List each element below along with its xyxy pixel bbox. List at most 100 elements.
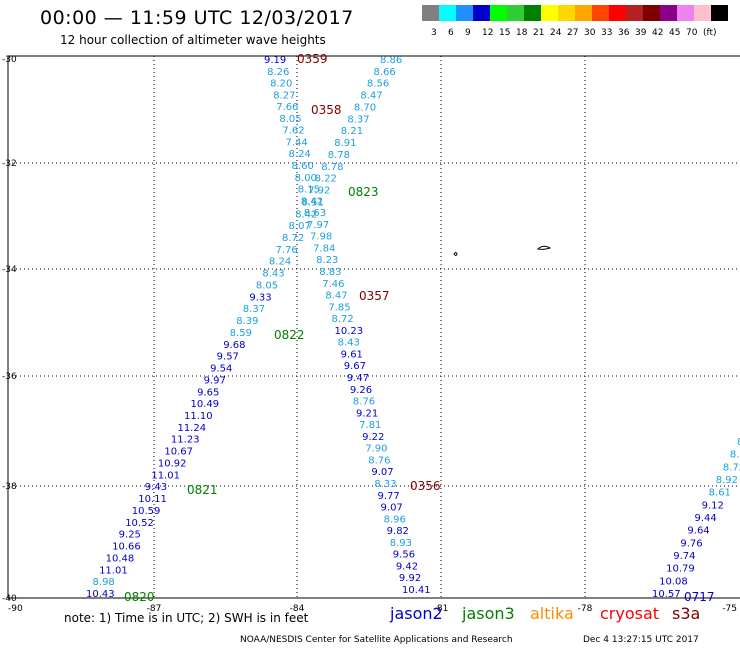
legend-label: 42 xyxy=(652,28,664,38)
lat-tick-label: -38 xyxy=(2,482,17,492)
wave-height-value: 8.24 xyxy=(269,257,291,268)
pass-time-label: 0356 xyxy=(410,479,441,493)
wave-height-value: 8.56 xyxy=(367,79,389,90)
legend-label: 12 xyxy=(482,28,494,38)
legend-label: 36 xyxy=(618,28,630,38)
wave-height-value: 8.83 xyxy=(319,267,341,278)
wave-height-value: 8.72 xyxy=(282,233,304,244)
wave-height-value: 10.92 xyxy=(158,458,187,469)
wave-height-value: 9.22 xyxy=(362,432,384,443)
wave-height-value: 9.43 xyxy=(145,482,167,493)
legend-swatch xyxy=(558,5,575,21)
legend-swatch xyxy=(677,5,694,21)
wave-height-value: 9.82 xyxy=(387,526,409,537)
pass-time-label: 0717 xyxy=(684,590,715,604)
legend-swatch xyxy=(473,5,490,21)
pass-time-label: 0357 xyxy=(359,289,390,303)
wave-height-value: 8.33 xyxy=(374,479,396,490)
wave-height-value: 8.37 xyxy=(243,304,265,315)
lat-tick-label: -30 xyxy=(2,55,17,65)
wave-height-value: 9.07 xyxy=(381,503,403,514)
wave-height-value: 11.24 xyxy=(177,423,206,434)
credit-line: NOAA/NESDIS Center for Satellite Applica… xyxy=(240,635,513,645)
legend-swatch xyxy=(643,5,660,21)
legend-altika: altika xyxy=(530,604,574,623)
wave-height-value: 8.92 xyxy=(716,475,738,486)
pass-time-label: 0358 xyxy=(311,103,342,117)
legend-swatch xyxy=(456,5,473,21)
wave-height-value: 9.21 xyxy=(356,408,378,419)
wave-height-value: 8.51 xyxy=(302,197,324,208)
wave-height-value: 9.42 xyxy=(396,561,418,572)
wave-height-value: 10.66 xyxy=(112,542,141,553)
pass-time-label: 0822 xyxy=(274,328,305,342)
wave-height-value: 8.20 xyxy=(270,79,292,90)
lon-tick-label: -75 xyxy=(722,604,737,614)
legend-label: 3 xyxy=(431,28,437,38)
wave-height-value: 8.42 xyxy=(301,196,323,207)
legend-swatch xyxy=(541,5,558,21)
wave-height-value: 10.41 xyxy=(402,585,431,596)
legend-label: 30 xyxy=(584,28,596,38)
lon-tick-label: -84 xyxy=(290,604,305,614)
legend-label: 18 xyxy=(516,28,528,38)
legend-label: 24 xyxy=(550,28,562,38)
legend-label: 6 xyxy=(448,28,454,38)
legend-jason2: jason2 xyxy=(390,604,443,623)
wave-height-value: 9.77 xyxy=(377,491,399,502)
wave-height-value: 9.64 xyxy=(687,526,709,537)
wave-height-value: 7.84 xyxy=(313,243,335,254)
wave-height-value: 9.68 xyxy=(223,340,245,351)
wave-height-value: 9.61 xyxy=(341,349,363,360)
wave-height-value: 8.00 xyxy=(295,173,317,184)
wave-height-value: 11.23 xyxy=(171,435,200,446)
wave-height-value: 9.19 xyxy=(264,55,286,66)
legend-swatch xyxy=(490,5,507,21)
island-mark xyxy=(536,245,552,250)
wave-height-value: 8.98 xyxy=(93,577,115,588)
wave-height-value: 9.97 xyxy=(204,375,226,386)
wave-height-value: 9.92 xyxy=(399,573,421,584)
wave-height-value: 8.65 xyxy=(730,450,740,461)
wave-height-value: 8.47 xyxy=(360,91,382,102)
legend-swatch xyxy=(626,5,643,21)
wave-height-value: 8.93 xyxy=(390,538,412,549)
wave-height-value: 9.33 xyxy=(249,292,271,303)
wave-height-value: 7.76 xyxy=(275,245,297,256)
wave-height-value: 7.62 xyxy=(282,126,304,137)
wave-height-value: 7.92 xyxy=(308,186,330,197)
footnote: note: 1) Time is in UTC; 2) SWH is in fe… xyxy=(64,611,309,625)
wave-height-value: 8.22 xyxy=(315,174,337,185)
wave-height-value: 8.24 xyxy=(289,149,311,160)
wave-height-value: 8.78 xyxy=(328,150,350,161)
wave-height-value: 7.81 xyxy=(359,420,381,431)
timestamp: Dec 4 13:27:15 UTC 2017 xyxy=(583,635,699,645)
wave-height-value: 8.66 xyxy=(373,67,395,78)
wave-height-value: 8.47 xyxy=(325,291,347,302)
wave-height-value: 8.60 xyxy=(292,161,314,172)
pass-time-label: 0820 xyxy=(124,590,155,604)
pass-time-label: 0821 xyxy=(187,483,218,497)
wave-height-value: 10.57 xyxy=(652,589,681,600)
legend-swatch xyxy=(609,5,626,21)
island-mark xyxy=(453,252,458,256)
wave-height-value: 7.85 xyxy=(328,302,350,313)
wave-height-value: 9.65 xyxy=(197,387,219,398)
wave-height-value: 8.15 xyxy=(298,185,320,196)
wave-height-value: 8.96 xyxy=(384,514,406,525)
legend-swatch xyxy=(660,5,677,21)
wave-height-value: 10.11 xyxy=(138,494,167,505)
lon-tick-label: -90 xyxy=(8,604,23,614)
legend-swatch xyxy=(524,5,541,21)
wave-height-value: 8.05 xyxy=(256,280,278,291)
wave-height-value: 8.59 xyxy=(230,328,252,339)
legend-swatch xyxy=(422,5,439,21)
wave-height-value: 7.97 xyxy=(307,220,329,231)
wave-height-value: 8.78 xyxy=(321,162,343,173)
lon-tick-label: -81 xyxy=(434,604,449,614)
lon-tick-label: -78 xyxy=(578,604,593,614)
legend-label: 15 xyxy=(499,28,511,38)
wave-height-value: 9.56 xyxy=(393,550,415,561)
wave-height-value: 8.43 xyxy=(262,269,284,280)
